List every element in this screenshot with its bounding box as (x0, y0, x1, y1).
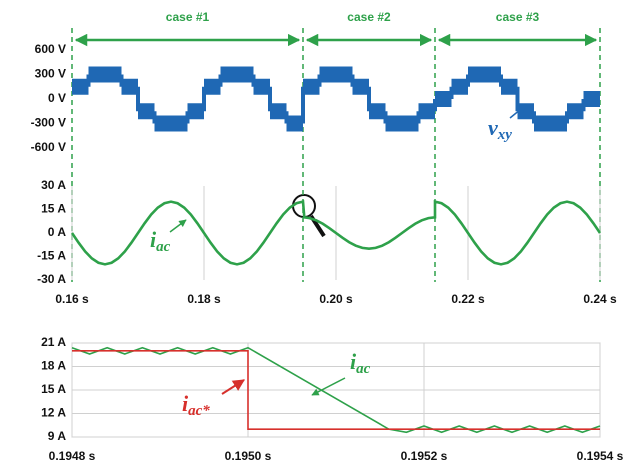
step-segment (484, 66, 501, 83)
y-tick-label: 21 A (41, 335, 66, 349)
data-line (71, 346, 601, 434)
annotation-arrow (221, 379, 246, 395)
magnifier-icon (292, 194, 326, 238)
y-tick-label: -300 V (31, 116, 66, 130)
label-text: i (350, 349, 357, 374)
case-label: case #2 (347, 10, 391, 24)
step-segment (435, 91, 452, 107)
step-segment (468, 66, 485, 83)
step-segment (567, 103, 584, 120)
case-label: case #3 (496, 10, 540, 24)
y-tick-label: 9 A (48, 429, 67, 443)
case-label: case #1 (166, 10, 210, 24)
x-tick-label: 0.1948 s (49, 449, 96, 463)
step-segment (550, 115, 567, 132)
data-line (70, 200, 602, 266)
step-segment (385, 115, 402, 132)
step-segment (352, 78, 369, 95)
series-label: vxy (488, 115, 512, 143)
y-tick-label: 18 A (41, 359, 66, 373)
label-text: v (488, 115, 498, 140)
y-tick-label: 0 A (48, 225, 67, 239)
step-segment (220, 66, 237, 83)
step-segment (105, 66, 122, 83)
step-segment (138, 103, 155, 120)
label-subscript: ac* (188, 403, 210, 419)
x-tick-label: 0.22 s (451, 292, 485, 306)
step-segment (270, 103, 287, 120)
series-label: iac (350, 349, 371, 377)
step-segment (187, 103, 204, 120)
step-segment (88, 66, 105, 83)
x-tick-label: 0.24 s (583, 292, 617, 306)
step-segment (402, 115, 419, 132)
step-segment (253, 78, 270, 95)
x-tick-label: 0.1950 s (225, 449, 272, 463)
y-tick-label: 0 V (48, 91, 66, 105)
step-segment (451, 78, 468, 95)
step-segment (237, 66, 254, 83)
series-label: iac* (182, 391, 210, 419)
y-tick-label: -600 V (31, 140, 66, 154)
step-segment (534, 115, 551, 132)
label-text: i (150, 227, 157, 252)
annotation-arrow (311, 377, 346, 396)
step-segment (501, 78, 518, 95)
step-segment (583, 91, 600, 107)
x-tick-label: 0.16 s (55, 292, 89, 306)
step-segment (336, 66, 353, 83)
x-tick-label: 0.1952 s (401, 449, 448, 463)
step-segment (171, 115, 188, 132)
x-tick-label: 0.1954 s (577, 449, 624, 463)
y-tick-label: 300 V (35, 67, 66, 81)
label-text: i (182, 391, 189, 416)
label-subscript: xy (497, 127, 513, 143)
y-tick-label: -15 A (37, 249, 66, 263)
annotation-arrow (509, 104, 527, 119)
step-segment (369, 103, 386, 120)
x-tick-label: 0.20 s (319, 292, 353, 306)
step-segment (303, 78, 320, 95)
step-segment (418, 103, 435, 120)
step-segment (319, 66, 336, 83)
series-label: iac (150, 227, 171, 255)
y-tick-label: -30 A (37, 272, 66, 286)
step-segment (72, 78, 89, 95)
step-segment (121, 78, 138, 95)
step-segment (204, 78, 221, 95)
y-tick-label: 600 V (35, 42, 66, 56)
x-tick-label: 0.18 s (187, 292, 221, 306)
data-line (72, 350, 600, 430)
step-segment (154, 115, 171, 132)
label-subscript: ac (356, 361, 371, 377)
step-segment (286, 115, 303, 132)
y-tick-label: 30 A (41, 178, 66, 192)
y-tick-label: 15 A (41, 382, 66, 396)
annotation-arrow (169, 219, 187, 233)
label-subscript: ac (156, 239, 171, 255)
y-tick-label: 15 A (41, 202, 66, 216)
y-tick-label: 12 A (41, 406, 66, 420)
